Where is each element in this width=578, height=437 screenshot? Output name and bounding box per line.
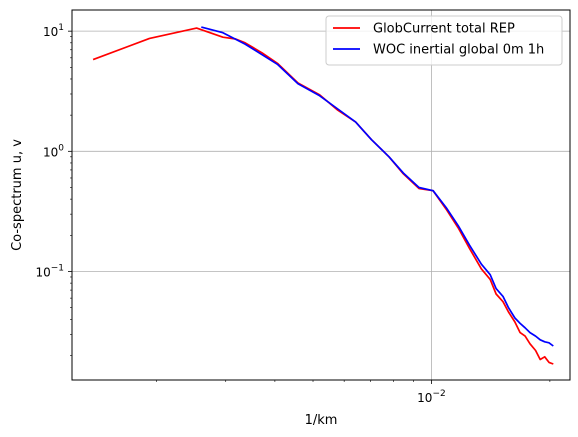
x-axis-label: 1/km bbox=[305, 413, 338, 428]
legend: GlobCurrent total REP WOC inertial globa… bbox=[326, 16, 562, 65]
y-axis-label: Co-spectrum u, v bbox=[10, 139, 25, 251]
legend-label-globcurrent: GlobCurrent total REP bbox=[373, 22, 515, 37]
legend-label-woc: WOC inertial global 0m 1h bbox=[373, 43, 544, 58]
